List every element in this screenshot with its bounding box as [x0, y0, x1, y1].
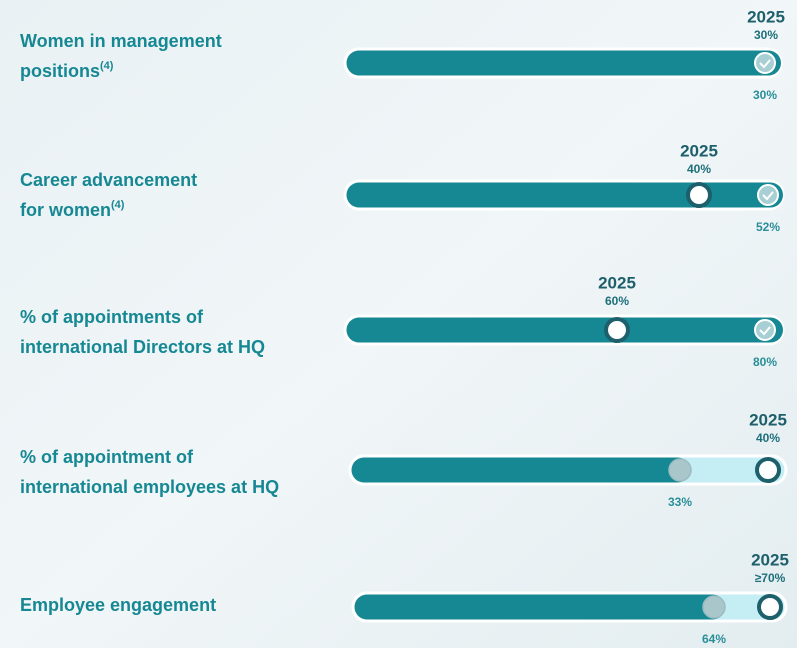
row-label: % of appointment of [20, 447, 194, 467]
progress [354, 594, 725, 620]
target-marker [604, 317, 630, 343]
target-marker [757, 594, 783, 620]
target-value: 60% [605, 294, 629, 308]
target-value: 40% [756, 431, 780, 445]
progress [346, 317, 783, 343]
label-text: Career advancement [20, 170, 197, 190]
row-label: international Directors at HQ [20, 337, 265, 357]
label-text: % of appointments of [20, 307, 204, 327]
row-label: for women(4) [20, 199, 125, 220]
row-label: Employee engagement [20, 595, 216, 615]
target-value: 30% [754, 28, 778, 42]
check-icon [759, 59, 771, 69]
label-text: international Directors at HQ [20, 337, 265, 357]
row-label: international employees at HQ [20, 477, 279, 497]
actual-marker [754, 319, 776, 341]
label-text: Employee engagement [20, 595, 216, 615]
actual-marker [757, 184, 779, 206]
actual-marker [668, 458, 692, 482]
row-label: Women in management [20, 31, 222, 51]
footnote-ref: (4) [100, 60, 114, 72]
progress [346, 182, 783, 208]
actual-value: 52% [756, 220, 780, 234]
label-text: % of appointment of [20, 447, 194, 467]
target-year: 2025 [747, 7, 785, 26]
label-text: Women in management [20, 31, 222, 51]
target-year: 2025 [749, 410, 787, 429]
actual-value: 80% [753, 355, 777, 369]
actual-value: 30% [753, 88, 777, 102]
actual-marker [754, 52, 776, 74]
row-label: % of appointments of [20, 307, 204, 327]
target-year: 2025 [680, 141, 718, 160]
actual-marker [702, 595, 726, 619]
progress [351, 457, 690, 483]
target-year: 2025 [751, 550, 789, 569]
check-icon [762, 191, 774, 201]
check-icon [759, 326, 771, 336]
row-label: positions(4) [20, 60, 114, 81]
label-text: international employees at HQ [20, 477, 279, 497]
target-marker [755, 457, 781, 483]
footnote-ref: (4) [111, 199, 125, 211]
actual-value: 33% [668, 495, 692, 509]
target-value: 40% [687, 162, 711, 176]
label-text: for women [20, 200, 111, 220]
label-text: positions [20, 61, 100, 81]
actual-value: 64% [702, 632, 726, 646]
row-label: Career advancement [20, 170, 197, 190]
target-marker [686, 182, 712, 208]
progress [346, 50, 781, 76]
target-value: ≥70% [755, 571, 786, 585]
target-year: 2025 [598, 273, 636, 292]
